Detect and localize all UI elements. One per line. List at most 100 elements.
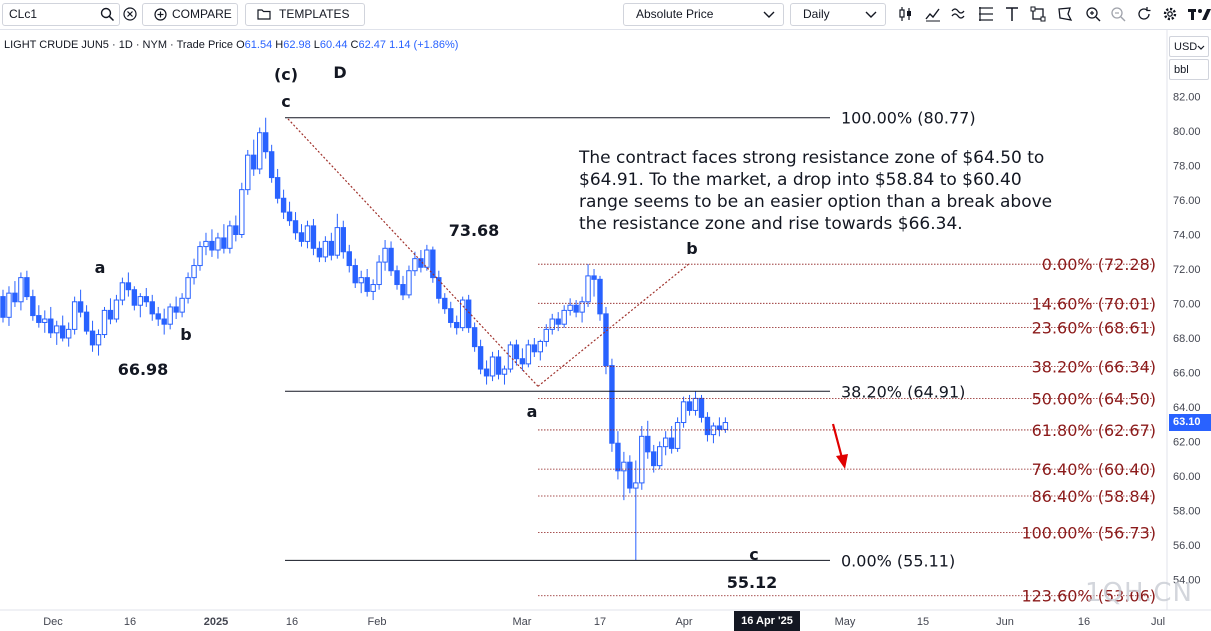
candle-up [674,422,681,449]
candle-up [358,277,364,284]
fib-level-label: 50.00% (64.50) [1032,389,1156,408]
compare-label: COMPARE [172,7,232,21]
fib-level-label: 61.80% (62.67) [1032,421,1156,440]
candle-up [579,301,585,313]
candle-down [36,315,42,323]
candle-up [662,437,669,448]
candle-up [382,247,388,263]
candle-up [692,397,699,411]
compare-button[interactable]: COMPARE [142,3,238,26]
candle-up [179,297,185,313]
candle-down [442,297,448,310]
unit-label: bbl [1174,64,1189,76]
price-label: 66.98 [118,360,169,379]
unit-select[interactable]: bbl [1169,59,1209,80]
candle-up [119,282,126,301]
candle-down [12,292,18,303]
annotation-icon[interactable] [1057,6,1073,22]
clear-icon[interactable] [123,7,137,21]
zoom-out-icon[interactable] [1110,6,1126,22]
candle-up [322,240,329,258]
reset-icon[interactable] [1136,6,1152,22]
currency-label: USD [1174,41,1198,53]
candles-icon[interactable] [898,6,914,22]
x-tick-label: Mar [513,616,532,628]
price-type-select[interactable]: Absolute Price [623,3,784,26]
candle-down [651,451,657,467]
annotation-line: $64.91. To the market, a drop into $58.8… [579,170,1022,190]
x-tick-label: 2025 [204,616,228,628]
x-tick-label: 16 [124,616,136,628]
candle-down [716,425,723,430]
fib-level-label: 123.60% (53.06) [1021,587,1156,606]
candle-up [459,299,466,329]
wave-label: c [281,92,290,111]
candle-down [591,275,597,280]
wave-label: b [686,239,697,258]
candle-down [519,358,526,365]
trendline-dotted [287,118,539,387]
candle-down [364,277,370,292]
currency-select[interactable]: USD [1169,36,1209,57]
close-label: C [350,39,359,51]
chevron-down-icon [865,11,877,18]
y-tick-label: 66.00 [1173,368,1201,380]
candle-up [101,309,108,336]
instrument-legend: LIGHT CRUDE JUN5 · 1D · NYM · Trade Pric… [4,39,458,51]
candle-up [257,132,263,170]
wave-label: (c) [274,65,298,84]
search-icon[interactable] [100,7,115,22]
low-label: L [313,39,320,51]
candle-down [221,237,227,249]
x-tick-label: 17 [594,616,606,628]
watermark: 1QH.CN [1085,578,1193,608]
candle-down [394,270,400,286]
interval-select[interactable]: Daily [790,3,886,26]
shapes-icon[interactable] [1030,6,1046,22]
candle-up [567,304,573,311]
candle-down [24,277,30,298]
candle-up [239,189,245,235]
candle-down [609,365,615,444]
candle-down [495,356,502,375]
x-tick-label: Jun [996,616,1014,628]
candle-down [262,132,269,153]
candle-down [668,437,675,449]
open-value: 61.54 [244,39,273,51]
candle-down [704,416,711,436]
symbol-search-input[interactable]: CLc1 [2,3,120,26]
templates-button[interactable]: TEMPLATES [245,3,365,26]
last-price-badge: 63.10 [1169,414,1211,431]
candle-down [477,346,484,370]
candle-up [370,284,376,292]
x-tick-label: May [835,616,856,628]
chevron-down-icon [1197,45,1205,50]
instrument-name: LIGHT CRUDE JUN5 [4,39,109,51]
waves-icon[interactable] [951,6,967,22]
fib-level-label: 0.00% (72.28) [1042,255,1156,274]
candle-up [424,249,430,268]
candle-down [436,277,442,299]
candle-up [621,461,627,472]
candle-down [597,278,603,315]
indicators-icon[interactable] [925,6,941,22]
candle-down [454,321,460,329]
date-cursor-label: 16 Apr '25 [734,611,800,631]
y-tick-label: 74.00 [1173,230,1201,242]
projection-arrowhead [836,454,848,469]
candle-down [448,308,454,323]
wave-label: c [749,545,758,564]
fib-level-label: 14.60% (70.01) [1032,294,1156,313]
candle-up [525,344,532,365]
fib-icon[interactable] [978,6,994,22]
text-tool-icon[interactable] [1004,6,1020,22]
folder-icon [257,9,271,20]
candle-up [376,261,382,286]
wave-label: D [333,63,346,82]
fib-level-label: 100.00% (56.73) [1021,523,1156,542]
candle-down [161,318,167,325]
interval-value: Daily [803,7,830,21]
zoom-in-icon[interactable] [1085,6,1101,22]
settings-icon[interactable] [1162,6,1178,22]
